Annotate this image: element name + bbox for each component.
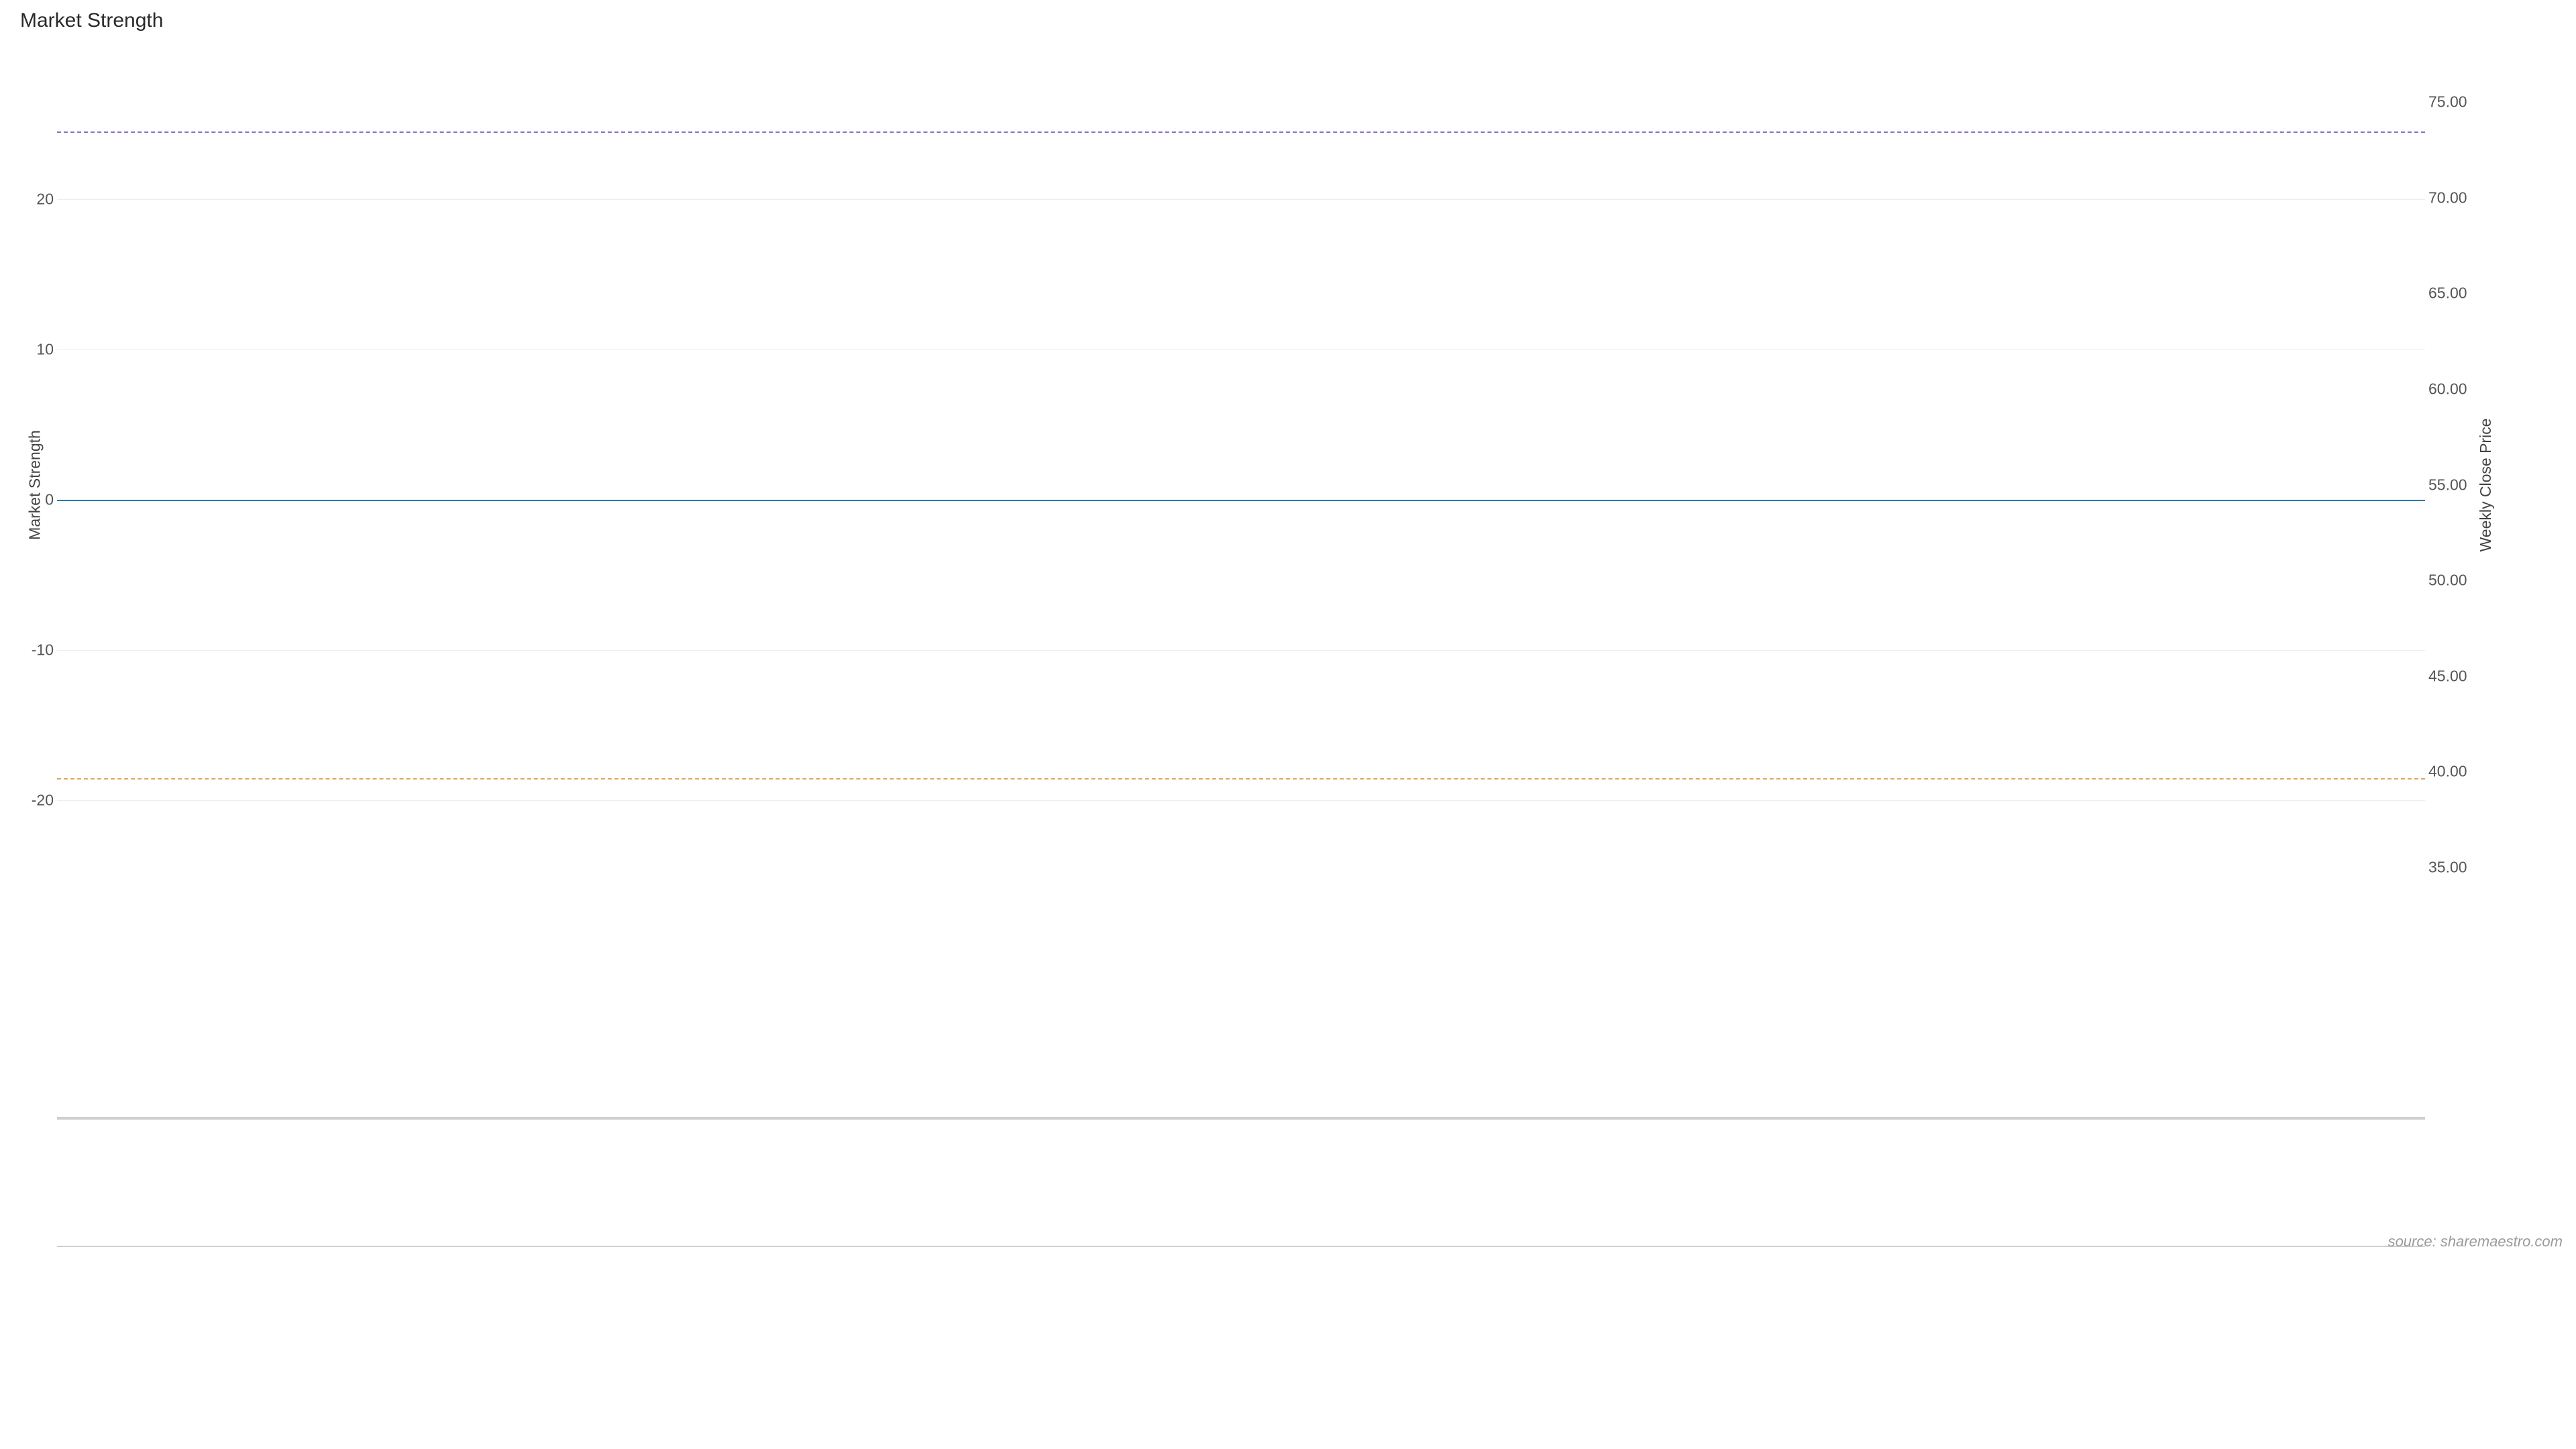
chart-root: Market Strength -20 -10 0 10 20 Market Stren…: [0, 0, 2576, 1449]
source-label: source: sharemaestro.com: [2388, 1233, 2563, 1250]
right-axis-tick-65: 65.00: [2428, 284, 2489, 303]
chart-title: Market Strength: [20, 9, 163, 32]
flip-divider-line: [57, 1118, 2425, 1120]
date-axis: [57, 1278, 2425, 1305]
left-axis-title: Market Strength: [25, 430, 44, 540]
left-axis-tick-10: 10: [20, 340, 54, 358]
right-axis-tick-45: 45.00: [2428, 667, 2489, 685]
right-axis-tick-35: 35.00: [2428, 858, 2489, 876]
right-axis-tick-60: 60.00: [2428, 380, 2489, 398]
left-axis-tick-20: 20: [20, 190, 54, 208]
heatmap-strip[interactable]: [57, 939, 2425, 1090]
right-axis-tick-75: 75.00: [2428, 93, 2489, 111]
weekly-close-line[interactable]: [57, 64, 2425, 906]
flip-markers-area: [57, 1117, 2425, 1271]
right-axis-tick-40: 40.00: [2428, 763, 2489, 781]
left-axis-tick--10: -10: [20, 641, 54, 659]
right-axis-title: Weekly Close Price: [2477, 418, 2495, 551]
left-axis-tick--20: -20: [20, 792, 54, 810]
right-axis-tick-50: 50.00: [2428, 572, 2489, 590]
flip-bottom-line: [57, 1246, 2425, 1247]
plot-area: -20 -10 0 10 20 Market Strength 35.00 40.00 45…: [57, 64, 2425, 906]
right-axis-tick-70: 70.00: [2428, 189, 2489, 207]
